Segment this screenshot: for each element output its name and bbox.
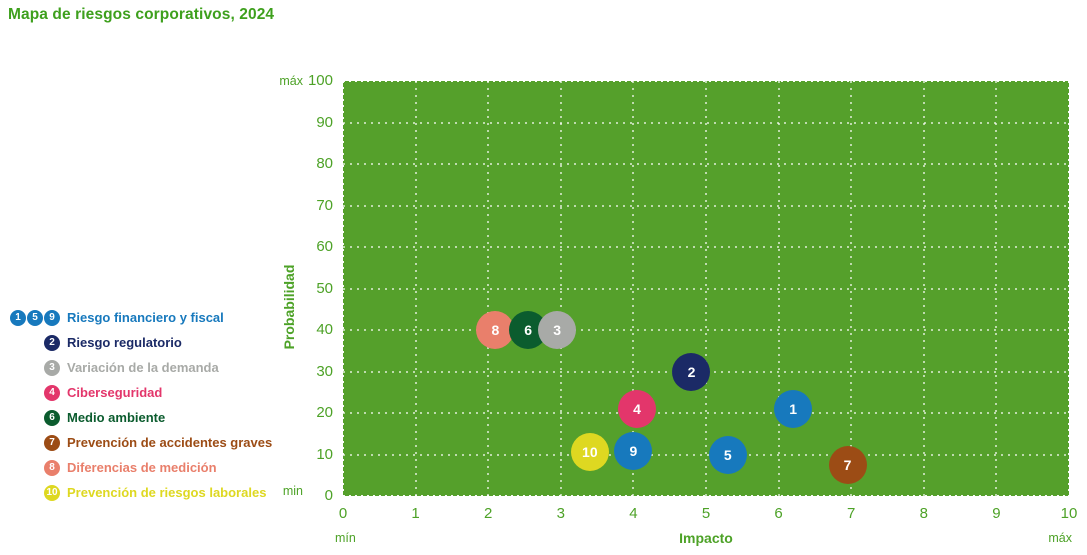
risk-bubble-9: 9 <box>614 432 653 471</box>
legend-badges: 2 <box>8 334 60 351</box>
legend-label: Prevención de riesgos laborales <box>67 485 267 500</box>
y-tick-label-40: 40 <box>316 321 333 338</box>
gridline-x-6 <box>777 81 780 496</box>
gridline-y-60 <box>343 246 1069 248</box>
legend-label: Medio ambiente <box>67 410 166 425</box>
legend-label: Diferencias de medición <box>67 460 217 475</box>
legend-label: Riesgo regulatorio <box>67 335 182 350</box>
risk-bubble-1: 1 <box>774 389 813 428</box>
y-axis-max-annotation: máx <box>279 74 303 88</box>
x-tick-label-3: 3 <box>556 505 565 522</box>
y-axis-min-annotation: min <box>282 484 303 498</box>
legend-badge-1: 1 <box>10 309 26 326</box>
y-tick-label-0: 0 <box>324 487 333 504</box>
legend-item-4: 4 Ciberseguridad <box>8 380 340 405</box>
legend-badge-3: 3 <box>44 359 60 376</box>
legend-badge-7: 7 <box>44 434 60 451</box>
risk-bubble-7: 7 <box>828 445 867 484</box>
y-tick-label-10: 10 <box>316 445 333 463</box>
legend-badges: 4 <box>8 384 60 401</box>
legend-badge-6: 6 <box>44 409 60 426</box>
chart-legend: 1 5 9 Riesgo financiero y fiscal 2 Riesgo reg… <box>8 305 340 505</box>
legend-badge-2: 2 <box>44 334 60 351</box>
x-tick-label-1: 1 <box>411 505 420 522</box>
legend-label: Ciberseguridad <box>67 385 163 400</box>
x-axis-min-annotation: mín <box>335 531 356 545</box>
legend-badge-8: 8 <box>44 459 60 476</box>
legend-item-2: 2 Riesgo regulatorio <box>8 330 340 355</box>
gridline-y-20 <box>343 412 1069 414</box>
legend-badge-9: 9 <box>44 309 60 326</box>
y-tick-label-90: 90 <box>316 113 333 131</box>
x-tick-label-10: 10 <box>1060 505 1078 522</box>
gridline-x-7 <box>850 81 853 496</box>
risk-bubble-2: 2 <box>672 352 711 391</box>
x-axis-max-annotation: máx <box>1048 531 1072 545</box>
gridline-y-70 <box>343 204 1069 207</box>
legend-badge-10: 10 <box>44 484 60 501</box>
plot-border <box>343 80 1069 82</box>
x-tick-label-6: 6 <box>774 505 783 522</box>
gridline-x-2 <box>487 81 490 496</box>
risk-bubble-10: 10 <box>570 433 609 472</box>
gridline-x-5 <box>705 81 707 496</box>
x-tick-label-4: 4 <box>629 505 638 522</box>
y-tick-label-70: 70 <box>316 196 333 214</box>
risk-bubble-5: 5 <box>708 435 747 474</box>
y-tick-label-30: 30 <box>316 362 333 380</box>
x-tick-label-2: 2 <box>484 505 493 522</box>
x-tick-label-8: 8 <box>919 505 928 522</box>
y-tick-label-20: 20 <box>316 404 333 421</box>
y-tick-label-80: 80 <box>316 155 333 172</box>
legend-badges: 3 <box>8 359 60 376</box>
legend-badges: 10 <box>8 484 60 501</box>
gridline-y-40 <box>343 329 1069 331</box>
gridline-x-9 <box>995 81 998 496</box>
plot-border <box>343 495 1069 497</box>
gridline-y-50 <box>343 287 1069 290</box>
legend-badges: 6 <box>8 409 60 426</box>
legend-item-8: 8 Diferencias de medición <box>8 455 340 480</box>
x-axis-label: Impacto <box>679 530 733 546</box>
x-tick-label-7: 7 <box>847 505 856 522</box>
legend-item-6: 6 Medio ambiente <box>8 405 340 430</box>
legend-item-7: 7 Prevención de accidentes graves <box>8 430 340 455</box>
risk-bubble-3: 3 <box>538 311 577 349</box>
legend-item-1-5-9: 1 5 9 Riesgo financiero y fiscal <box>8 305 340 330</box>
legend-label: Riesgo financiero y fiscal <box>67 310 224 325</box>
y-tick-label-50: 50 <box>316 279 333 297</box>
gridline-x-8 <box>922 81 925 496</box>
legend-item-10: 10 Prevención de riesgos laborales <box>8 480 340 505</box>
legend-label: Prevención de accidentes graves <box>67 435 273 450</box>
gridline-x-1 <box>414 81 417 496</box>
gridline-y-80 <box>343 163 1069 165</box>
x-tick-label-0: 0 <box>338 505 348 522</box>
legend-item-3: 3 Variación de la demanda <box>8 355 340 380</box>
gridline-y-90 <box>343 121 1069 124</box>
x-tick-label-5: 5 <box>701 505 711 522</box>
legend-badges: 8 <box>8 459 60 476</box>
y-tick-label-60: 60 <box>316 238 333 255</box>
chart-title: Mapa de riesgos corporativos, 2024 <box>8 6 275 23</box>
legend-label: Variación de la demanda <box>67 360 219 375</box>
legend-badge-5: 5 <box>27 309 43 326</box>
gridline-x-3 <box>559 81 562 496</box>
gridline-y-10 <box>343 453 1069 456</box>
plot-border <box>1068 81 1070 496</box>
risk-bubble-4: 4 <box>618 389 657 428</box>
legend-badges: 7 <box>8 434 60 451</box>
risk-bubble-8: 8 <box>476 311 515 349</box>
x-tick-label-9: 9 <box>992 505 1001 522</box>
plot-border <box>342 81 344 496</box>
legend-badge-4: 4 <box>44 384 60 401</box>
y-tick-label-100: 100 <box>307 72 333 89</box>
